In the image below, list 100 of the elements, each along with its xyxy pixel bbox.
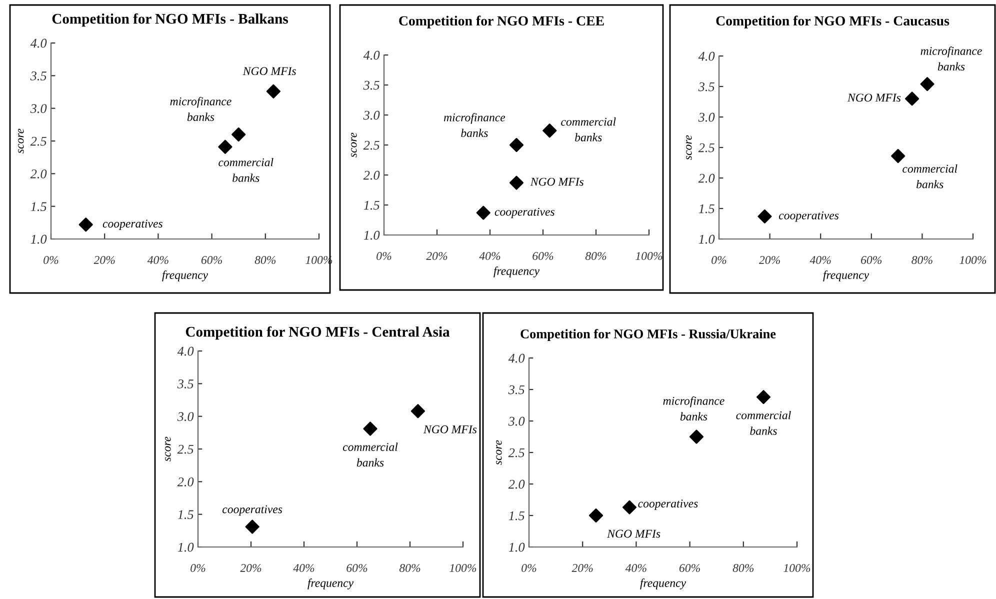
point <box>920 77 934 92</box>
y-tick-label: 2.5 <box>177 444 194 454</box>
x-tick-label: 60% <box>861 256 882 264</box>
y-tick-label: 2.0 <box>698 174 715 183</box>
x-tick-label: 80% <box>912 256 932 264</box>
point <box>266 84 280 98</box>
annotation: cooperatives <box>102 220 162 230</box>
y-tick-label: 3.5 <box>363 80 380 90</box>
x-tick-label: 100% <box>960 256 986 264</box>
annotation: cooperatives <box>494 208 554 218</box>
x-axis-title: frequency <box>162 270 208 282</box>
annotation: cooperatives <box>778 211 839 222</box>
chart-title: Competition for NGO MFIs - Balkans <box>52 13 288 27</box>
x-tick-label: 40% <box>293 564 314 572</box>
x-tick-label: 20% <box>758 256 780 264</box>
y-axis-title: score <box>165 436 171 462</box>
annotation: microfinance banks <box>444 112 506 138</box>
annotation: NGO MFIs <box>423 425 477 434</box>
y-tick-label: 2.0 <box>508 480 525 489</box>
point <box>363 422 378 436</box>
point <box>78 218 93 232</box>
x-tick-label: 40% <box>479 252 500 260</box>
y-tick-label: 3.0 <box>508 416 525 426</box>
x-tick-label: 40% <box>147 256 168 264</box>
x-tick-label: 80% <box>399 564 420 572</box>
x-tick-label: 20% <box>426 252 448 260</box>
x-tick-label: 0% <box>44 256 58 264</box>
y-tick-label: 2.5 <box>508 448 524 458</box>
x-tick-label: 60% <box>532 252 554 260</box>
y-axis-title: score <box>686 135 692 160</box>
point <box>622 500 637 514</box>
y-tick-label: 4.0 <box>30 38 47 48</box>
point <box>542 124 557 138</box>
point <box>904 92 920 106</box>
annotation: commercial banks <box>218 158 274 182</box>
annotation: microfinance banks <box>920 46 982 71</box>
point <box>218 140 232 154</box>
point <box>232 127 246 142</box>
point <box>509 138 524 152</box>
point <box>245 520 260 534</box>
chart-title: Competition for NGO MFIs - Caucasus <box>716 16 950 28</box>
y-tick-label: 4.0 <box>177 346 194 356</box>
x-tick-label: 60% <box>346 564 368 572</box>
x-axis-title: frequency <box>308 578 354 590</box>
annotation: commercial banks <box>561 117 616 142</box>
y-tick-label: 1.0 <box>508 542 525 552</box>
x-tick-label: 60% <box>679 564 700 572</box>
y-tick-label: 3.0 <box>698 112 715 122</box>
x-tick-label: 100% <box>450 564 476 572</box>
y-tick-label: 3.0 <box>177 412 194 422</box>
y-tick-label: 1.0 <box>178 542 194 552</box>
point <box>758 209 772 224</box>
annotation: cooperatives <box>638 500 698 510</box>
y-axis-title: score <box>351 132 357 158</box>
x-tick-label: 0% <box>190 564 206 572</box>
point <box>476 206 490 220</box>
y-tick-label: 4.0 <box>363 50 380 60</box>
x-tick-label: 0% <box>712 256 726 264</box>
chart-title: Competition for NGO MFIs - Central Asia <box>186 326 450 340</box>
x-tick-label: 40% <box>625 564 646 572</box>
x-tick-label: 20% <box>572 564 593 572</box>
x-tick-label: 0% <box>522 564 536 572</box>
y-tick-label: 2.5 <box>30 136 46 146</box>
y-tick-label: 1.5 <box>178 510 194 520</box>
x-tick-label: 80% <box>254 256 276 264</box>
y-tick-label: 1.5 <box>698 204 714 214</box>
x-tick-label: 80% <box>585 252 606 260</box>
x-tick-label: 100% <box>784 564 810 572</box>
point <box>588 508 604 523</box>
y-tick-label: 3.5 <box>698 82 714 92</box>
annotation: commercial banks <box>342 442 398 467</box>
point <box>689 430 704 444</box>
y-tick-label: 1.0 <box>30 234 47 244</box>
annotation: microfinance banks <box>663 396 724 420</box>
y-tick-label: 3.0 <box>363 110 380 120</box>
x-tick-label: 40% <box>810 256 831 264</box>
annotation: cooperatives <box>222 505 282 516</box>
y-tick-label: 3.0 <box>30 104 47 114</box>
point <box>410 404 426 418</box>
y-tick-label: 3.5 <box>177 380 194 388</box>
y-tick-label: 4.0 <box>698 52 715 61</box>
annotation: NGO MFIs <box>607 530 660 538</box>
x-tick-label: 80% <box>732 564 754 572</box>
chart-title: Competition for NGO MFIs - Russia/Ukraine <box>520 328 776 342</box>
y-tick-label: 1.5 <box>30 202 46 212</box>
y-tick-label: 2.5 <box>363 140 380 150</box>
annotation: microfinance banks <box>170 96 232 121</box>
point <box>756 390 771 404</box>
annotation: NGO MFIs <box>530 178 584 186</box>
x-axis-title: frequency <box>640 578 686 590</box>
y-axis-title: score <box>496 440 502 465</box>
y-axis-title: score <box>18 128 24 154</box>
y-tick-label: 1.5 <box>508 511 524 520</box>
chart-title: Competition for NGO MFIs - CEE <box>399 16 604 28</box>
x-tick-label: 60% <box>201 256 222 264</box>
annotation: commercial banks <box>902 164 958 188</box>
x-axis-title: frequency <box>823 270 870 282</box>
y-tick-label: 2.0 <box>363 170 380 180</box>
x-axis-title: frequency <box>494 266 540 278</box>
annotation: commercial banks <box>736 410 791 435</box>
